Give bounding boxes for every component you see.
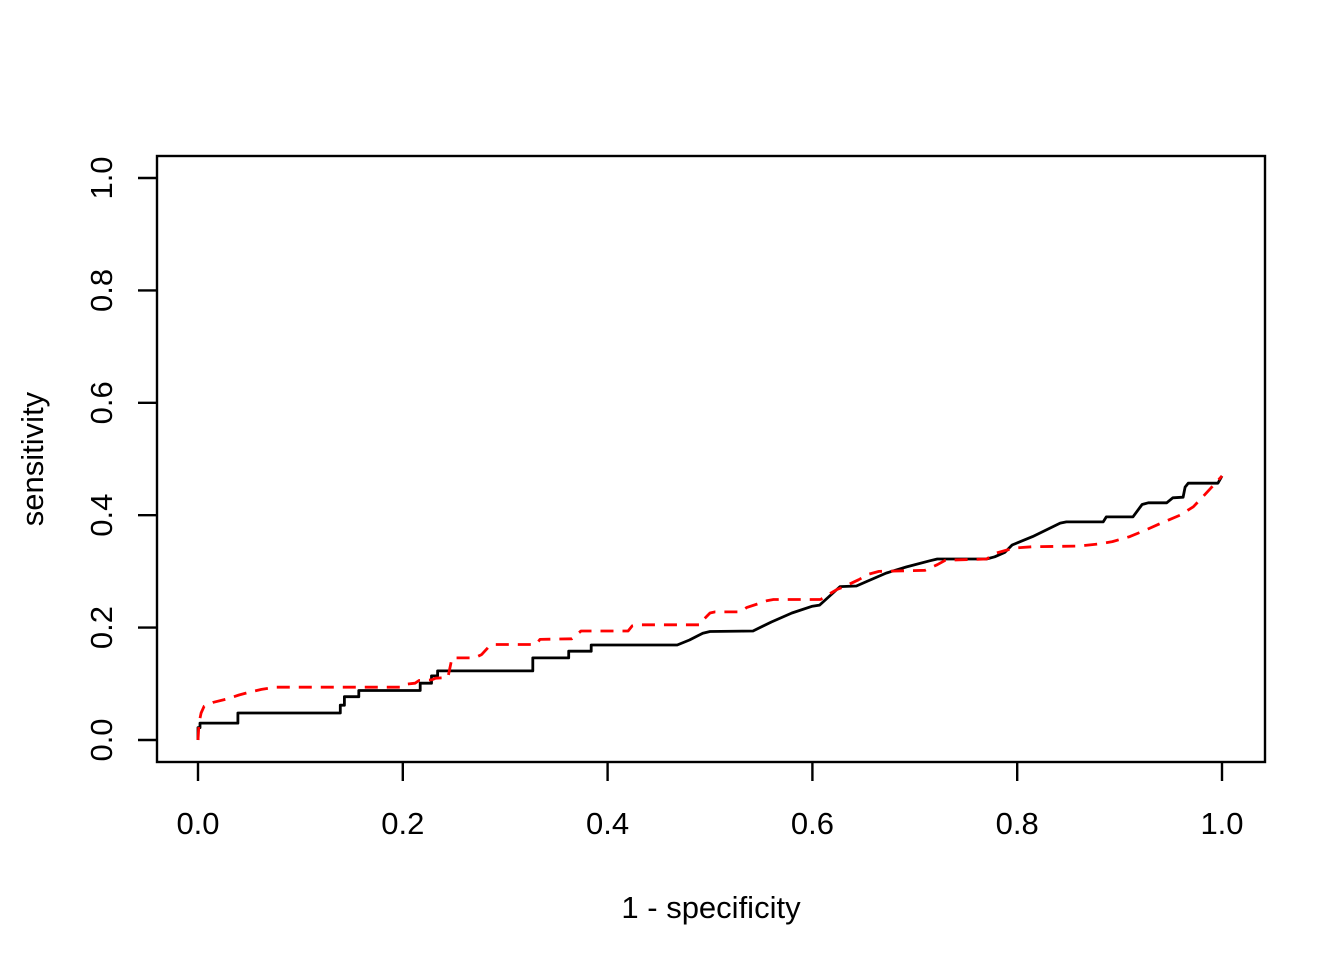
x-tick-label: 0.0 <box>176 806 219 841</box>
y-tick-label: 0.6 <box>84 381 119 424</box>
y-tick-label: 0.8 <box>84 269 119 312</box>
x-tick-label: 1.0 <box>1200 806 1243 841</box>
x-axis: 0.0 0.2 0.4 0.6 0.8 1.0 <box>176 762 1244 841</box>
roc-curve-dashed-red <box>196 474 1224 741</box>
x-tick-label: 0.2 <box>381 806 424 841</box>
y-tick-label: 0.2 <box>84 606 119 649</box>
y-tick-label: 0.4 <box>84 494 119 537</box>
roc-curve-solid-black <box>196 475 1224 740</box>
x-tick-label: 0.8 <box>996 806 1039 841</box>
x-axis-label: 1 - specificity <box>621 890 801 925</box>
x-tick-label: 0.6 <box>791 806 834 841</box>
curves-group <box>196 474 1224 741</box>
x-tick-label: 0.4 <box>586 806 629 841</box>
y-tick-label: 1.0 <box>84 156 119 199</box>
y-axis-label: sensitivity <box>15 391 50 526</box>
y-tick-label: 0.0 <box>84 718 119 761</box>
plot-frame <box>155 154 1267 764</box>
y-axis: 0.0 0.2 0.4 0.6 0.8 1.0 <box>84 156 157 762</box>
